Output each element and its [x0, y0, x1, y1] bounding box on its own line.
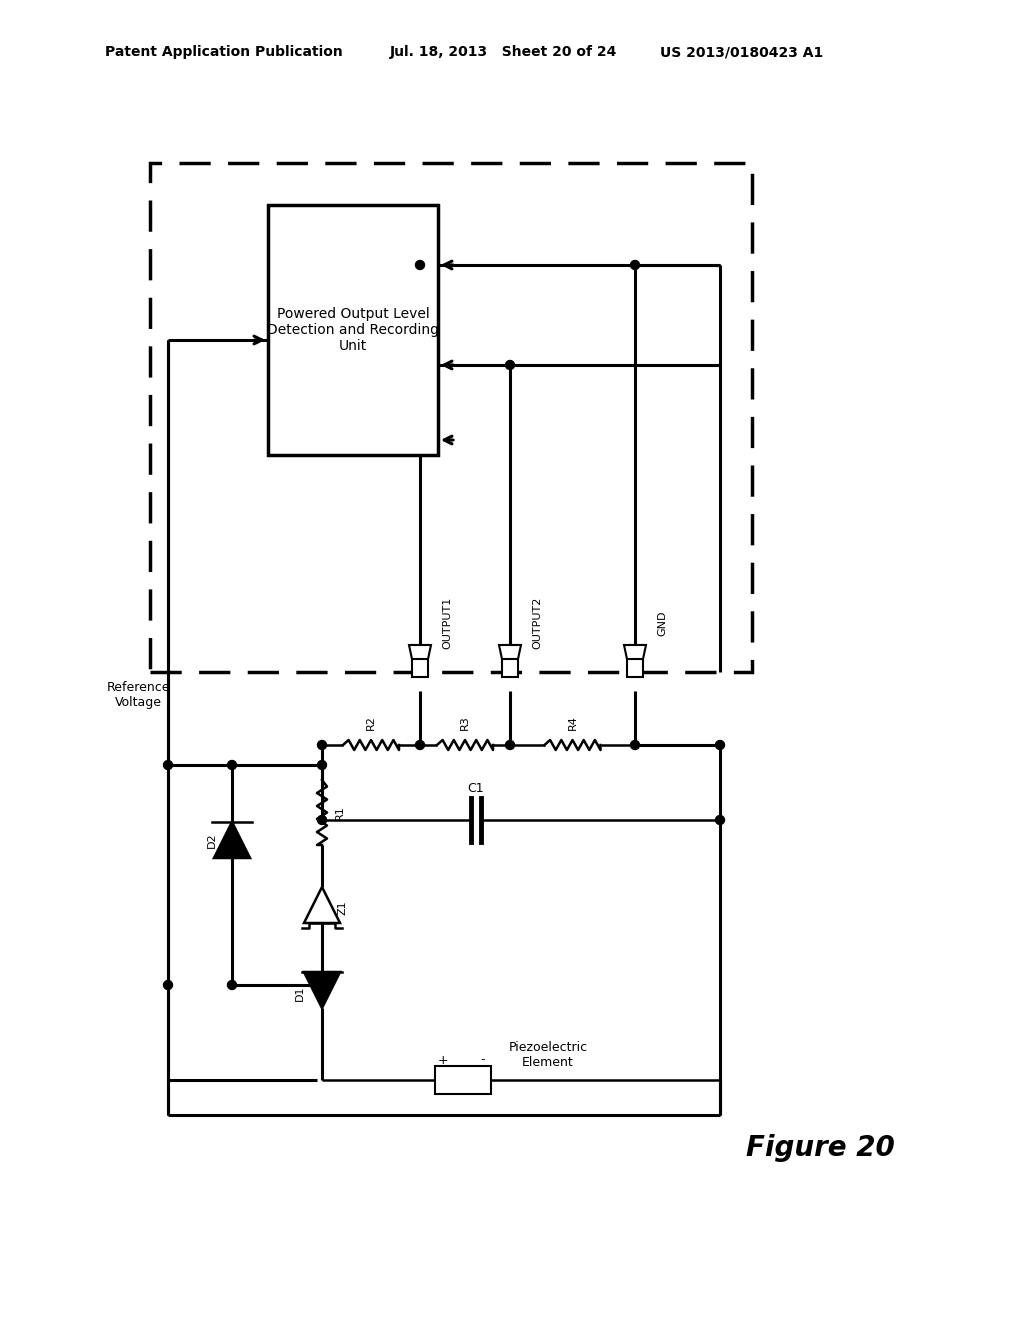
- Circle shape: [416, 260, 425, 269]
- Circle shape: [631, 260, 640, 269]
- Polygon shape: [304, 972, 340, 1008]
- Text: D1: D1: [295, 985, 305, 1001]
- Bar: [627, 645, 643, 677]
- Bar: [150, 162, 752, 672]
- Circle shape: [506, 360, 514, 370]
- Text: R1: R1: [335, 805, 345, 820]
- Bar: [268, 205, 438, 455]
- Text: Patent Application Publication: Patent Application Publication: [105, 45, 343, 59]
- Circle shape: [317, 816, 327, 825]
- Circle shape: [716, 816, 725, 825]
- Circle shape: [631, 741, 640, 750]
- Text: R2: R2: [366, 715, 376, 730]
- Circle shape: [716, 741, 725, 750]
- Circle shape: [317, 741, 327, 750]
- Text: Powered Output Level
Detection and Recording
Unit: Powered Output Level Detection and Recor…: [267, 306, 439, 354]
- Text: Figure 20: Figure 20: [745, 1134, 894, 1162]
- Text: US 2013/0180423 A1: US 2013/0180423 A1: [660, 45, 823, 59]
- Bar: [502, 645, 518, 677]
- Polygon shape: [214, 822, 250, 858]
- Circle shape: [416, 741, 425, 750]
- Polygon shape: [624, 645, 646, 659]
- Polygon shape: [499, 645, 521, 659]
- Text: OUTPUT2: OUTPUT2: [532, 597, 542, 649]
- Circle shape: [317, 760, 327, 770]
- Text: C1: C1: [468, 781, 484, 795]
- Circle shape: [227, 760, 237, 770]
- Circle shape: [164, 981, 172, 990]
- Text: R4: R4: [567, 715, 578, 730]
- Text: OUTPUT1: OUTPUT1: [442, 597, 452, 649]
- Polygon shape: [304, 887, 340, 923]
- Text: GND: GND: [657, 610, 667, 636]
- Bar: [412, 645, 428, 677]
- Text: Piezoelectric
Element: Piezoelectric Element: [509, 1041, 588, 1069]
- Text: Jul. 18, 2013   Sheet 20 of 24: Jul. 18, 2013 Sheet 20 of 24: [390, 45, 617, 59]
- Circle shape: [227, 981, 237, 990]
- Text: D2: D2: [207, 832, 217, 847]
- Circle shape: [317, 981, 327, 990]
- Text: Reference
Voltage: Reference Voltage: [106, 681, 170, 709]
- Circle shape: [506, 741, 514, 750]
- Text: R3: R3: [460, 715, 470, 730]
- Text: +: +: [437, 1053, 449, 1067]
- Text: Z1: Z1: [337, 900, 347, 915]
- Bar: [435, 1067, 490, 1094]
- Polygon shape: [409, 645, 431, 659]
- Circle shape: [164, 760, 172, 770]
- Text: -: -: [480, 1053, 485, 1067]
